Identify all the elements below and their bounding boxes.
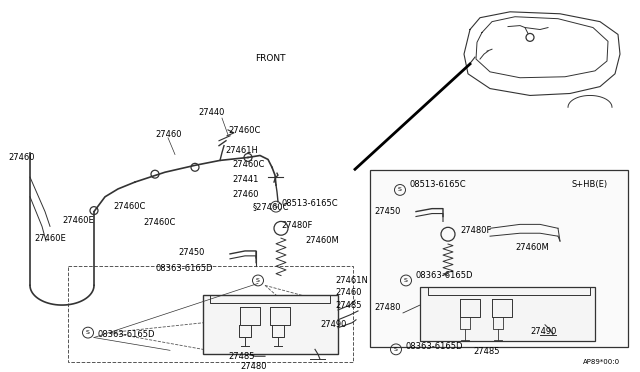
Text: 08363-6165D: 08363-6165D — [98, 330, 156, 339]
Bar — [203, 295, 338, 354]
Text: 27460M: 27460M — [305, 236, 339, 245]
Text: 27440: 27440 — [198, 108, 225, 117]
Text: 27485: 27485 — [473, 347, 499, 356]
Text: S: S — [86, 330, 90, 335]
Text: 27460: 27460 — [232, 190, 259, 199]
Bar — [420, 287, 595, 341]
Text: AP89*00:0: AP89*00:0 — [583, 359, 620, 365]
Text: S: S — [394, 347, 398, 352]
Text: 27490: 27490 — [530, 327, 556, 336]
Text: 27450: 27450 — [178, 248, 204, 257]
Text: S: S — [274, 204, 278, 209]
Text: 27460C: 27460C — [143, 218, 175, 227]
Text: 27485: 27485 — [335, 301, 362, 310]
Text: 27460C: 27460C — [232, 160, 264, 169]
Bar — [68, 266, 353, 362]
Text: 27461H: 27461H — [225, 146, 258, 155]
Text: 27480: 27480 — [240, 362, 266, 371]
Text: 27460C: 27460C — [113, 202, 145, 211]
Text: 27460: 27460 — [155, 130, 182, 139]
Text: 27460: 27460 — [8, 153, 35, 161]
Text: S: S — [398, 187, 402, 192]
Text: 27480F: 27480F — [460, 226, 492, 235]
Text: 27490: 27490 — [320, 320, 346, 329]
Text: 08363-6165D: 08363-6165D — [405, 343, 463, 352]
Text: 27441: 27441 — [232, 175, 259, 184]
Text: 27460M: 27460M — [515, 243, 548, 252]
Text: 08513-6165C: 08513-6165C — [410, 180, 467, 189]
Text: S+HB(E): S+HB(E) — [572, 180, 608, 189]
Text: 27460: 27460 — [335, 288, 362, 297]
Bar — [370, 170, 628, 347]
Text: 08513-6165C: 08513-6165C — [282, 199, 339, 208]
Text: 08363-6165D: 08363-6165D — [415, 270, 472, 280]
Text: FRONT: FRONT — [255, 54, 285, 63]
Text: 27460E: 27460E — [62, 217, 93, 225]
Text: 27485: 27485 — [228, 352, 255, 361]
Text: 27460C: 27460C — [228, 126, 260, 135]
Text: §27460C: §27460C — [253, 202, 289, 211]
Text: 27461N: 27461N — [335, 276, 368, 285]
Text: 27480F: 27480F — [281, 221, 312, 230]
Text: 27460E: 27460E — [34, 234, 66, 243]
Text: 27450: 27450 — [374, 207, 401, 216]
Text: 08363-6165D: 08363-6165D — [155, 264, 212, 273]
Text: S: S — [404, 278, 408, 283]
Text: S: S — [256, 278, 260, 283]
Text: 27480: 27480 — [374, 303, 401, 312]
